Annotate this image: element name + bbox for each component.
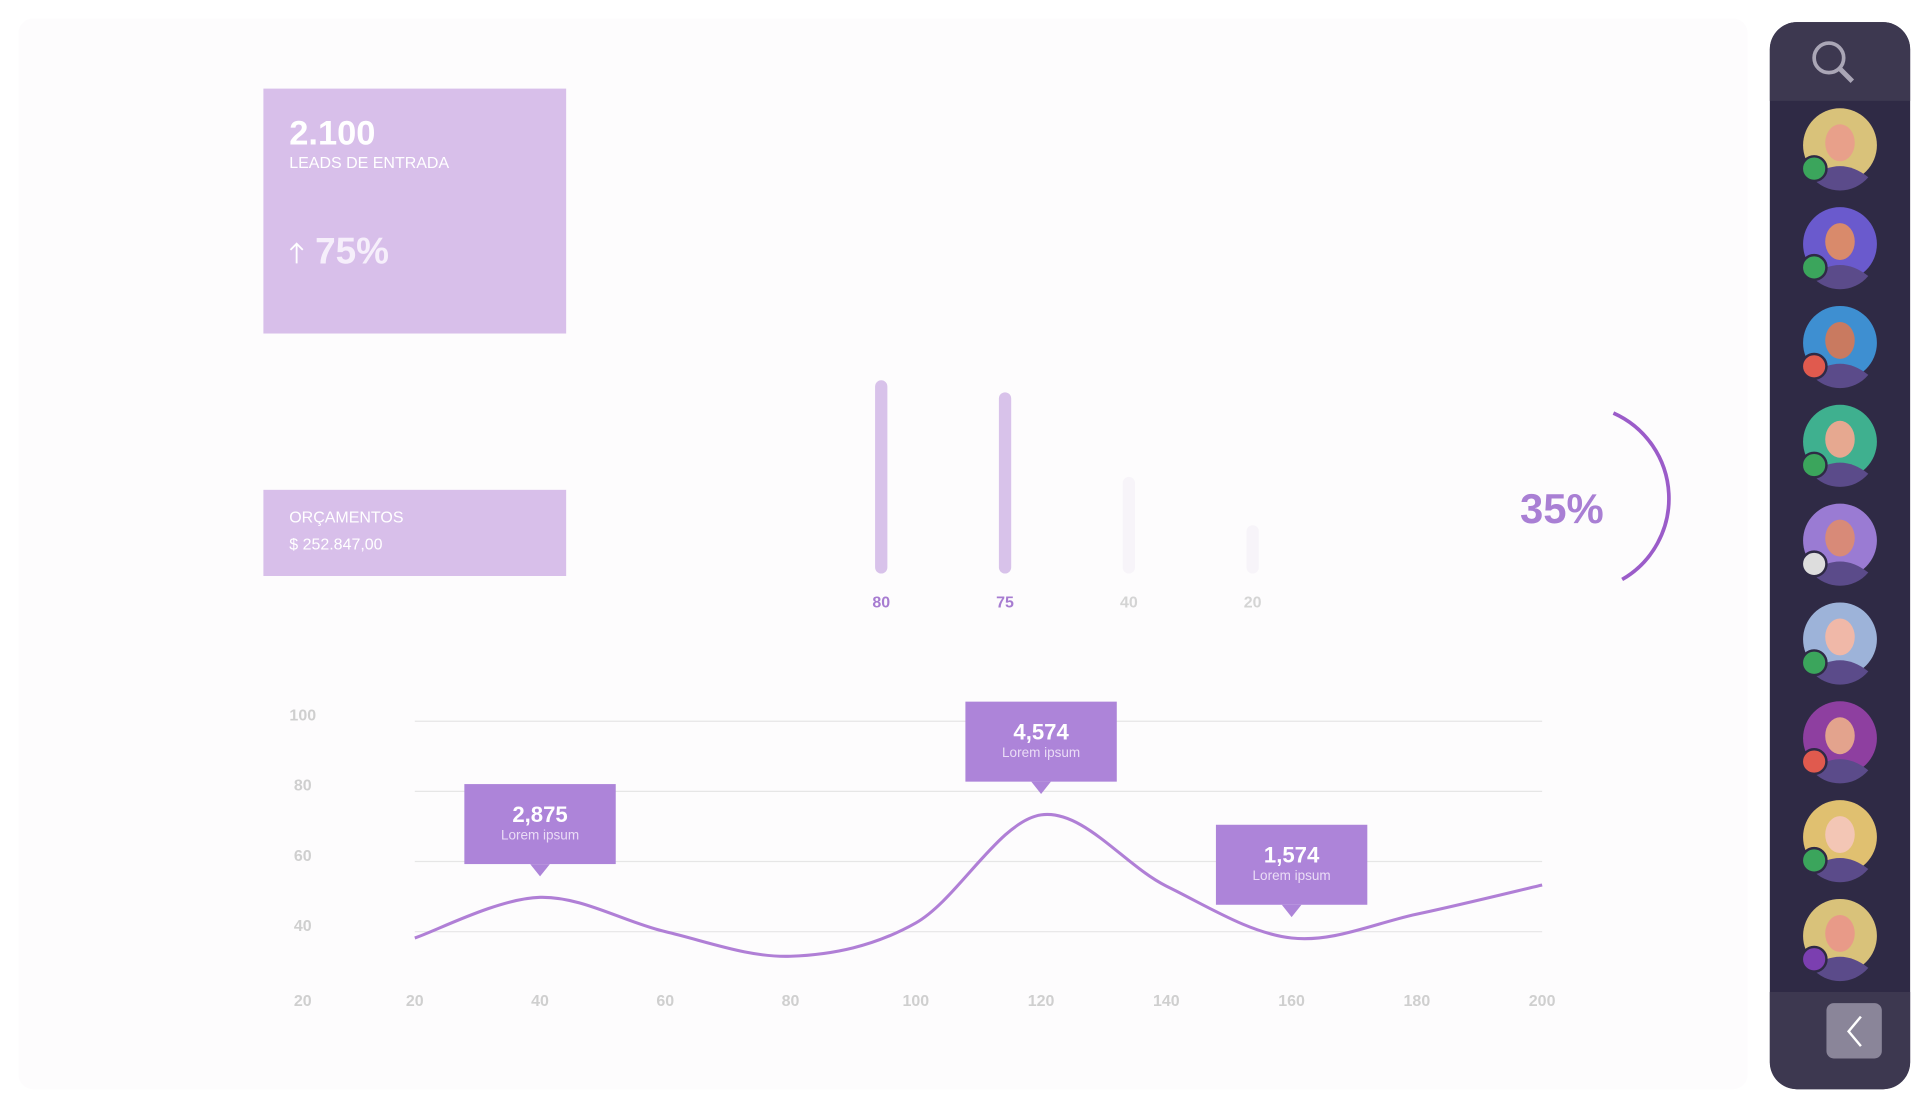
gauge-label: 35%: [1520, 485, 1604, 532]
budget-card: [263, 489, 567, 576]
gauge-arc: [1612, 411, 1671, 582]
channel-badge: [1800, 846, 1828, 874]
bar: [1246, 525, 1259, 574]
search-area: [1769, 22, 1911, 101]
channel-badge: [1800, 155, 1828, 183]
bar: [998, 392, 1012, 574]
bar: [1122, 476, 1136, 574]
channel-badge: [1800, 649, 1828, 677]
avatar-list: [1800, 108, 1877, 982]
up-arrow: [289, 242, 304, 264]
bar: [875, 380, 888, 574]
callout-pointer: [530, 864, 550, 877]
callout-pointer: [1281, 904, 1302, 918]
callout: [464, 784, 616, 865]
callout-value: 1,574: [1264, 843, 1320, 868]
channel-badge: [1800, 352, 1828, 380]
channel-badge: [1800, 550, 1828, 578]
callout-text: Lorem ipsum: [1002, 745, 1080, 760]
y-tick-label: 80: [294, 778, 312, 795]
channel-badge: [1800, 451, 1828, 479]
x-tick-label: 60: [656, 993, 674, 1010]
avatar-face: [1825, 618, 1855, 656]
x-tick-label: 120: [1028, 993, 1055, 1010]
leads-value: 2.100: [289, 114, 375, 152]
x-tick-label: 80: [782, 993, 800, 1010]
avatar-face: [1825, 816, 1855, 854]
channel-badge: [1800, 748, 1828, 776]
leads-label: LEADS DE ENTRADA: [289, 155, 449, 172]
avatar-face: [1825, 321, 1855, 359]
bar-label: 80: [872, 594, 890, 611]
avatar-face: [1825, 717, 1855, 755]
avatar-face: [1825, 914, 1855, 952]
x-tick-label: 140: [1153, 993, 1180, 1010]
x-tick-label: 180: [1404, 993, 1431, 1010]
callout: [965, 701, 1117, 782]
leads-change: 75%: [315, 230, 389, 271]
avatar-face: [1825, 223, 1855, 261]
x-tick-label: 200: [1529, 993, 1556, 1010]
y-tick-label: 100: [289, 708, 316, 725]
y-tick-label: 20: [294, 993, 312, 1010]
leads-card: [263, 88, 567, 334]
callout-value: 4,574: [1013, 719, 1069, 744]
channel-badge: [1800, 945, 1828, 973]
callout-value: 2,875: [512, 802, 567, 827]
bar-label: 40: [1120, 594, 1138, 611]
x-tick-label: 20: [406, 993, 424, 1010]
budget-label: ORÇAMENTOS: [289, 509, 403, 526]
x-tick-label: 160: [1278, 993, 1305, 1010]
callout-text: Lorem ipsum: [1253, 868, 1331, 883]
budget-value: $ 252.847,00: [289, 536, 382, 553]
back-button[interactable]: [1826, 1003, 1882, 1059]
x-tick-label: 40: [531, 993, 549, 1010]
y-tick-label: 40: [294, 918, 312, 935]
bar-label: 75: [996, 594, 1014, 611]
y-tick-label: 60: [294, 848, 312, 865]
sidebar: [1769, 22, 1911, 1090]
channel-badge: [1800, 253, 1828, 281]
callout: [1215, 824, 1368, 905]
line: [414, 812, 1543, 958]
avatar-face: [1825, 519, 1855, 557]
bar-label: 20: [1244, 594, 1262, 611]
avatar-face: [1825, 420, 1855, 458]
x-tick-label: 100: [902, 993, 929, 1010]
callout-pointer: [1031, 781, 1051, 794]
callout-text: Lorem ipsum: [501, 827, 579, 842]
avatar-face: [1825, 124, 1855, 162]
search-icon[interactable]: [1812, 41, 1855, 83]
chevron: [1847, 1015, 1862, 1047]
